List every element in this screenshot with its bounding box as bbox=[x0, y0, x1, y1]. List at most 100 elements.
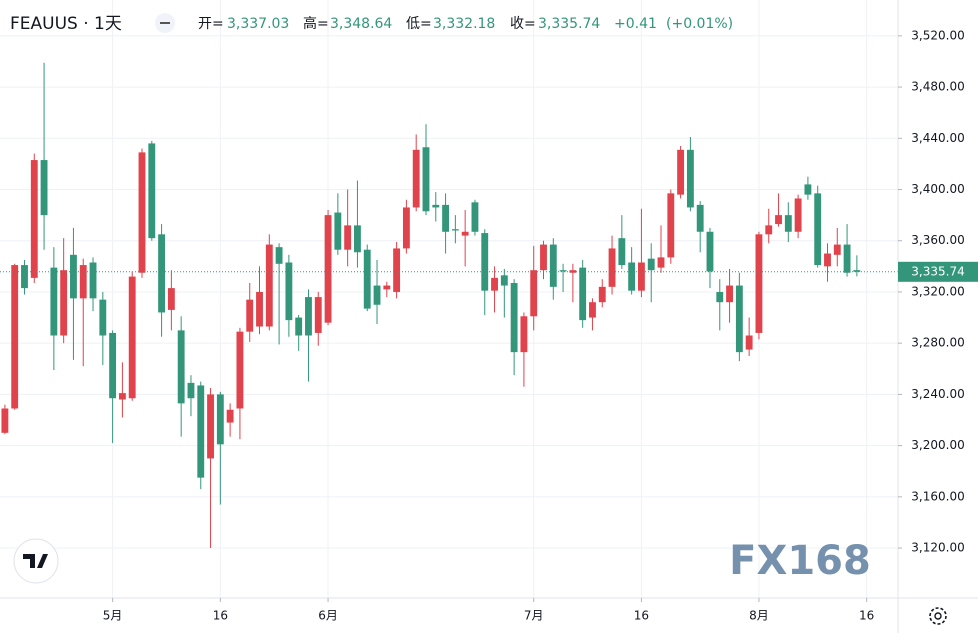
candle-body bbox=[1, 408, 9, 433]
candle-body bbox=[647, 258, 655, 271]
candle-body bbox=[128, 276, 136, 399]
candle-body bbox=[745, 335, 753, 350]
y-tick-label: 3,480.00 bbox=[911, 80, 964, 94]
candle-body bbox=[246, 299, 254, 332]
candle-body bbox=[549, 244, 557, 287]
candle-body bbox=[109, 332, 117, 399]
candle-body bbox=[471, 202, 479, 232]
candle-body bbox=[393, 248, 401, 292]
candle-body bbox=[89, 262, 97, 299]
y-tick-label: 3,200.00 bbox=[911, 438, 964, 452]
candle-body bbox=[638, 262, 645, 291]
candle-body bbox=[265, 244, 273, 327]
change-pct: (+0.01%) bbox=[666, 16, 733, 32]
y-tick-label: 3,280.00 bbox=[911, 336, 964, 350]
gear-inner bbox=[934, 612, 942, 620]
candle-body bbox=[540, 244, 547, 271]
candle-body bbox=[559, 270, 567, 272]
candle-body bbox=[491, 277, 498, 291]
candle-body bbox=[628, 262, 636, 291]
candle-body bbox=[784, 215, 792, 232]
legend-label: 收= bbox=[510, 16, 536, 32]
candle-body bbox=[461, 231, 469, 236]
candle-body bbox=[520, 316, 528, 353]
x-tick-label: 16 bbox=[213, 609, 228, 623]
candle-body bbox=[824, 253, 831, 267]
change: +0.41 bbox=[614, 16, 657, 32]
candle-body bbox=[295, 317, 303, 336]
candle-body bbox=[50, 267, 58, 336]
candle-body bbox=[677, 149, 685, 195]
candle-body bbox=[363, 249, 371, 309]
candle-body bbox=[11, 265, 19, 409]
candle-body bbox=[814, 193, 822, 266]
legend-value: 3,337.03 bbox=[227, 16, 289, 32]
logo-mark bbox=[23, 554, 48, 568]
candle-body bbox=[706, 231, 714, 272]
candle-body bbox=[314, 297, 322, 333]
candle-body bbox=[451, 229, 459, 231]
tv-logo[interactable] bbox=[13, 538, 59, 584]
candle-body bbox=[148, 143, 156, 239]
candle-body bbox=[569, 270, 577, 273]
candle-body bbox=[226, 409, 234, 423]
legend-value: 3,332.18 bbox=[433, 16, 495, 32]
candle-body bbox=[726, 285, 733, 303]
legend-value: 3,335.74 bbox=[538, 16, 600, 32]
candle-body bbox=[843, 244, 851, 273]
candle-body bbox=[442, 204, 449, 232]
candle-body bbox=[167, 288, 175, 310]
candle-body bbox=[70, 254, 77, 299]
candles bbox=[0, 62, 898, 549]
x-tick-label: 16 bbox=[859, 609, 874, 623]
y-tick-label: 3,400.00 bbox=[911, 182, 964, 196]
candle-body bbox=[598, 286, 606, 303]
candle-body bbox=[118, 393, 126, 400]
candle-body bbox=[412, 149, 420, 208]
candle-body bbox=[216, 394, 224, 445]
candle-body bbox=[138, 152, 146, 273]
y-tick-label: 3,360.00 bbox=[911, 233, 964, 247]
candle-body bbox=[716, 291, 724, 303]
candle-body bbox=[510, 282, 518, 353]
candle-body bbox=[608, 248, 616, 287]
candle-body bbox=[285, 262, 293, 321]
candle-body bbox=[99, 299, 107, 336]
candle-body bbox=[40, 160, 48, 216]
candle-body bbox=[158, 234, 166, 313]
candle-body bbox=[794, 198, 802, 232]
legend-label: 开= bbox=[198, 16, 224, 32]
candle-body bbox=[197, 385, 205, 478]
candle-body bbox=[354, 225, 361, 253]
candle-body bbox=[60, 270, 68, 336]
x-tick-label: 7月 bbox=[524, 609, 544, 623]
last-price-label: 3,335.74 bbox=[911, 264, 964, 278]
x-tick-label: 16 bbox=[634, 609, 649, 623]
settings-button[interactable] bbox=[929, 607, 947, 625]
candle-body bbox=[402, 207, 410, 249]
candle-body bbox=[79, 265, 87, 299]
candle-body bbox=[530, 270, 538, 317]
candle-body bbox=[696, 204, 704, 232]
candle-body bbox=[853, 270, 861, 272]
candle-body bbox=[177, 330, 185, 404]
candle-body bbox=[305, 297, 312, 336]
legend-label: 低= bbox=[406, 16, 432, 32]
candle-body bbox=[373, 285, 381, 305]
y-tick-label: 3,320.00 bbox=[911, 284, 964, 298]
y-tick-label: 3,160.00 bbox=[911, 489, 964, 503]
candle-body bbox=[618, 238, 626, 266]
candle-body bbox=[579, 267, 587, 321]
candle-body bbox=[21, 265, 28, 289]
candle-body bbox=[422, 147, 430, 212]
last-price-box bbox=[898, 261, 978, 282]
candle-body bbox=[481, 233, 489, 291]
candle-body bbox=[275, 247, 283, 264]
candle-body bbox=[432, 204, 440, 208]
gear-outer bbox=[929, 607, 947, 625]
candle-body bbox=[207, 394, 214, 459]
candle-body bbox=[833, 244, 841, 255]
